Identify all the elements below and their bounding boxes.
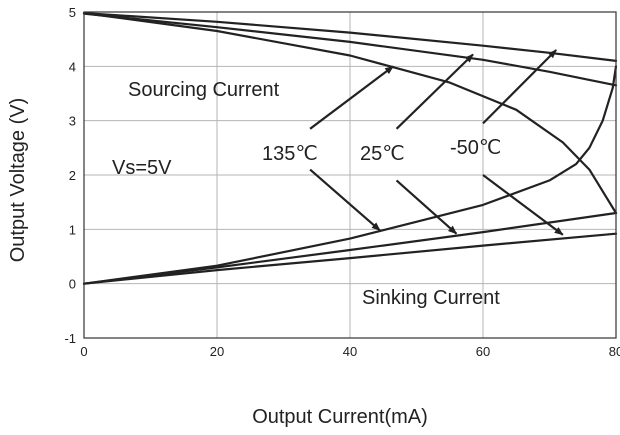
x-tick-label: 40 — [343, 344, 357, 359]
grid — [84, 12, 616, 338]
y-tick-label: 1 — [69, 222, 76, 237]
x-tick-label: 20 — [210, 344, 224, 359]
series-line-sourcing-25c — [82, 12, 618, 87]
series-group — [82, 12, 618, 285]
series-line-sourcing-minus50c — [82, 12, 618, 63]
y-tick-label: 4 — [69, 59, 76, 74]
annotation-temp-135: 135℃ — [262, 143, 318, 165]
series-line-sinking-25c — [82, 211, 618, 285]
annotation-arrow — [395, 53, 474, 130]
x-tick-label: 80 — [609, 344, 620, 359]
annotation-temp-minus50: -50℃ — [450, 137, 501, 159]
x-tick-label: 60 — [476, 344, 490, 359]
y-tick-label: -1 — [64, 331, 76, 346]
series-line-sinking-minus50c — [82, 232, 618, 285]
annotation-arrow — [482, 174, 564, 236]
x-tick-labels: 0 20 40 60 80 — [80, 344, 620, 359]
x-tick-label: 0 — [80, 344, 87, 359]
y-tick-label: 3 — [69, 114, 76, 129]
annotation-arrow — [482, 49, 557, 125]
annotation-sourcing-current: Sourcing Current — [128, 79, 280, 101]
y-tick-label: 5 — [69, 5, 76, 20]
y-axis-title: Output Voltage (V) — [7, 98, 29, 263]
annotation-arrows — [309, 49, 564, 236]
plot-frame — [83, 11, 617, 339]
annotation-temp-25: 25℃ — [360, 143, 405, 165]
series-line-sourcing-135c — [82, 12, 618, 215]
annotation-arrow — [309, 168, 381, 232]
series-line-sinking-135c — [82, 65, 618, 285]
x-axis-title: Output Current(mA) — [252, 406, 428, 428]
annotation-supply-voltage: Vs=5V — [112, 157, 172, 179]
y-tick-label: 0 — [69, 277, 76, 292]
y-tick-labels: -1 0 1 2 3 4 5 — [64, 5, 76, 346]
y-tick-label: 2 — [69, 168, 76, 183]
annotation-arrow — [309, 65, 394, 130]
annotation-sinking-current: Sinking Current — [362, 287, 500, 309]
annotation-arrow — [395, 179, 458, 235]
